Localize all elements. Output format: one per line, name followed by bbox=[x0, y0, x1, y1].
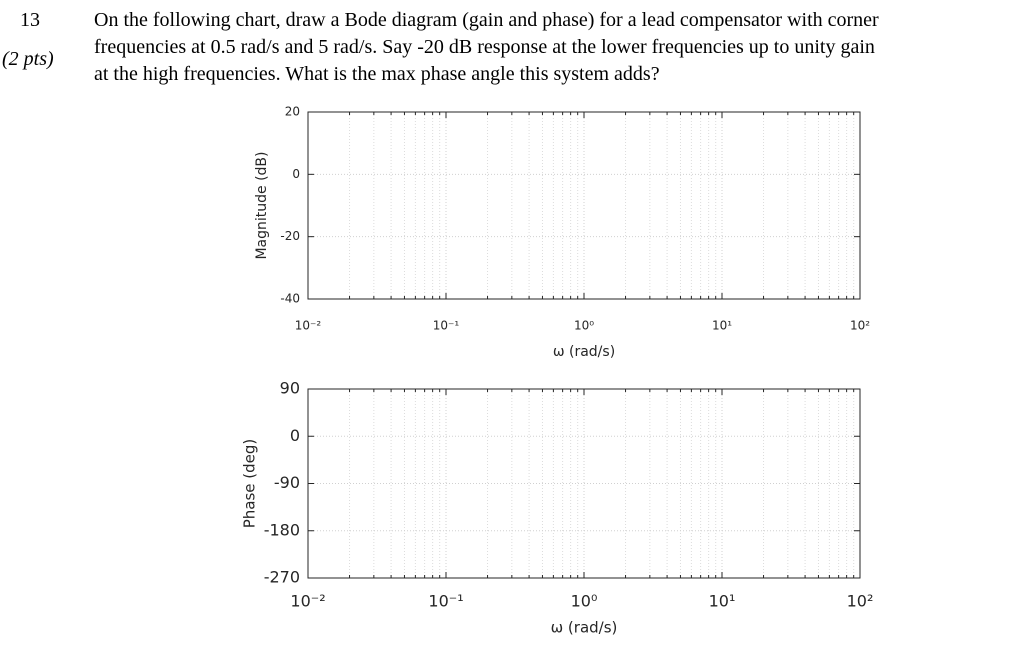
y-tick-label: 20 bbox=[285, 105, 300, 119]
x-tick-label: 10² bbox=[850, 319, 870, 333]
y-tick-label: -90 bbox=[274, 473, 300, 492]
x-tick-label: 10⁻¹ bbox=[428, 592, 463, 611]
y-tick-label: 0 bbox=[290, 426, 300, 445]
x-tick-label: 10¹ bbox=[709, 592, 736, 611]
chart: 10⁻² 10⁻¹ 10⁰ 10¹ 10² -270 -180 -90 0 90 ω (rad/s)… bbox=[241, 379, 874, 637]
question-line: frequencies at 0.5 rad/s and 5 rad/s. Sa… bbox=[94, 36, 875, 58]
x-tick-label: 10⁰ bbox=[574, 319, 594, 333]
y-tick-label: -270 bbox=[264, 568, 300, 587]
question-number: 13 bbox=[20, 9, 40, 31]
y-tick-label: -20 bbox=[280, 229, 300, 243]
x-axis-label: ω (rad/s) bbox=[553, 344, 615, 360]
x-tick-label: 10⁻¹ bbox=[433, 319, 460, 333]
y-axis-label: Phase (deg) bbox=[241, 439, 259, 529]
question-line: at the high frequencies. What is the max… bbox=[94, 63, 660, 85]
x-tick-label: 10¹ bbox=[712, 319, 732, 333]
y-tick-label: 0 bbox=[292, 167, 300, 181]
y-tick-label: -40 bbox=[280, 292, 300, 306]
y-tick-label: -180 bbox=[264, 520, 300, 539]
x-axis-label: ω (rad/s) bbox=[551, 619, 618, 637]
plot-frame bbox=[307, 388, 861, 579]
y-axis-label: Magnitude (dB) bbox=[254, 151, 270, 259]
x-tick-label: 10⁻² bbox=[295, 319, 322, 333]
x-tick-label: 10² bbox=[847, 592, 874, 611]
plot-frame bbox=[307, 111, 861, 300]
y-tick-label: 90 bbox=[280, 379, 300, 398]
chart: 10⁻² 10⁻¹ 10⁰ 10¹ 10² -40 -20 0 20 ω (rad/s) Magni… bbox=[254, 105, 870, 361]
x-tick-label: 10⁻² bbox=[290, 592, 325, 611]
x-tick-label: 10⁰ bbox=[571, 592, 598, 611]
question-points: (2 pts) bbox=[2, 48, 54, 70]
question-line: On the following chart, draw a Bode diag… bbox=[94, 9, 879, 31]
